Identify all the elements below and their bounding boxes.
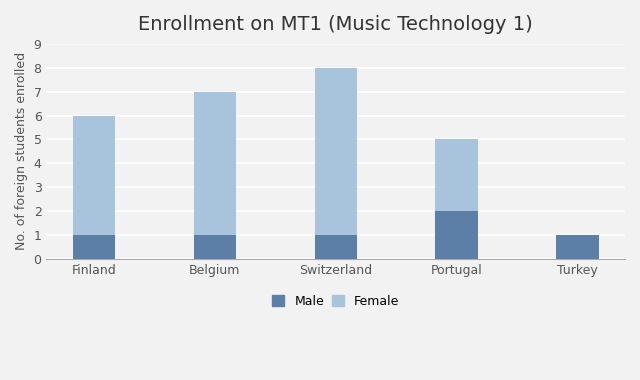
Y-axis label: No. of foreign students enrolled: No. of foreign students enrolled: [15, 52, 28, 250]
Bar: [73, 116, 115, 235]
Bar: [435, 139, 478, 211]
Bar: [435, 211, 478, 259]
Bar: [314, 68, 357, 235]
Bar: [194, 235, 236, 259]
Bar: [556, 235, 598, 259]
Legend: Male, Female: Male, Female: [267, 290, 404, 313]
Bar: [314, 235, 357, 259]
Bar: [194, 92, 236, 235]
Title: Enrollment on MT1 (Music Technology 1): Enrollment on MT1 (Music Technology 1): [138, 15, 533, 34]
Bar: [73, 235, 115, 259]
